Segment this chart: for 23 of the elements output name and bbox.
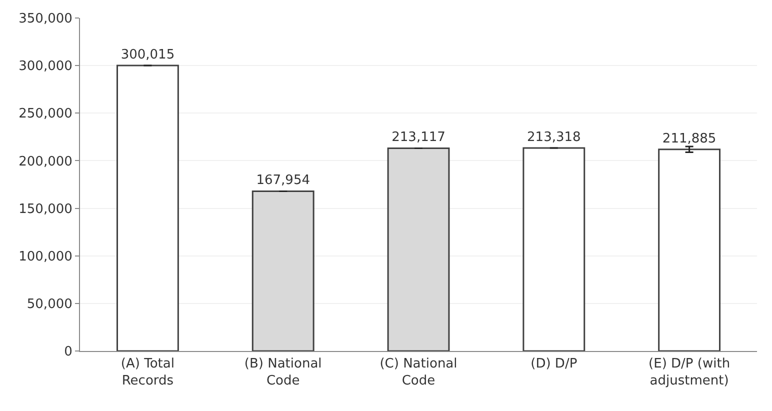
x-tick-label: (A) Total Records bbox=[120, 356, 174, 388]
x-tick-label: (D) D/P bbox=[530, 356, 578, 372]
data-label: 167,954 bbox=[256, 173, 310, 188]
data-label: 213,117 bbox=[392, 130, 446, 146]
data-label: 211,885 bbox=[662, 131, 716, 146]
bar bbox=[116, 64, 179, 351]
x-tick-label: (E) D/P (with adjustment) bbox=[648, 356, 730, 388]
x-tick-label: (B) National Code bbox=[244, 356, 322, 388]
bar bbox=[522, 147, 586, 351]
y-tick-label: 100,000 bbox=[18, 249, 72, 264]
data-label: 213,318 bbox=[527, 130, 581, 146]
bar bbox=[387, 147, 450, 351]
y-tick-label: 300,000 bbox=[18, 59, 72, 74]
y-tick-label: 150,000 bbox=[18, 202, 72, 217]
bar bbox=[252, 190, 314, 351]
y-tick-label: 0 bbox=[64, 344, 72, 360]
data-label: 300,015 bbox=[120, 48, 175, 63]
y-tick-label: 250,000 bbox=[18, 106, 72, 122]
x-tick-label: (C) National Code bbox=[380, 356, 458, 388]
bar bbox=[658, 148, 721, 351]
y-tick-label: 200,000 bbox=[18, 154, 72, 170]
y-tick-label: 350,000 bbox=[18, 12, 72, 27]
y-tick-label: 50,000 bbox=[26, 296, 72, 312]
